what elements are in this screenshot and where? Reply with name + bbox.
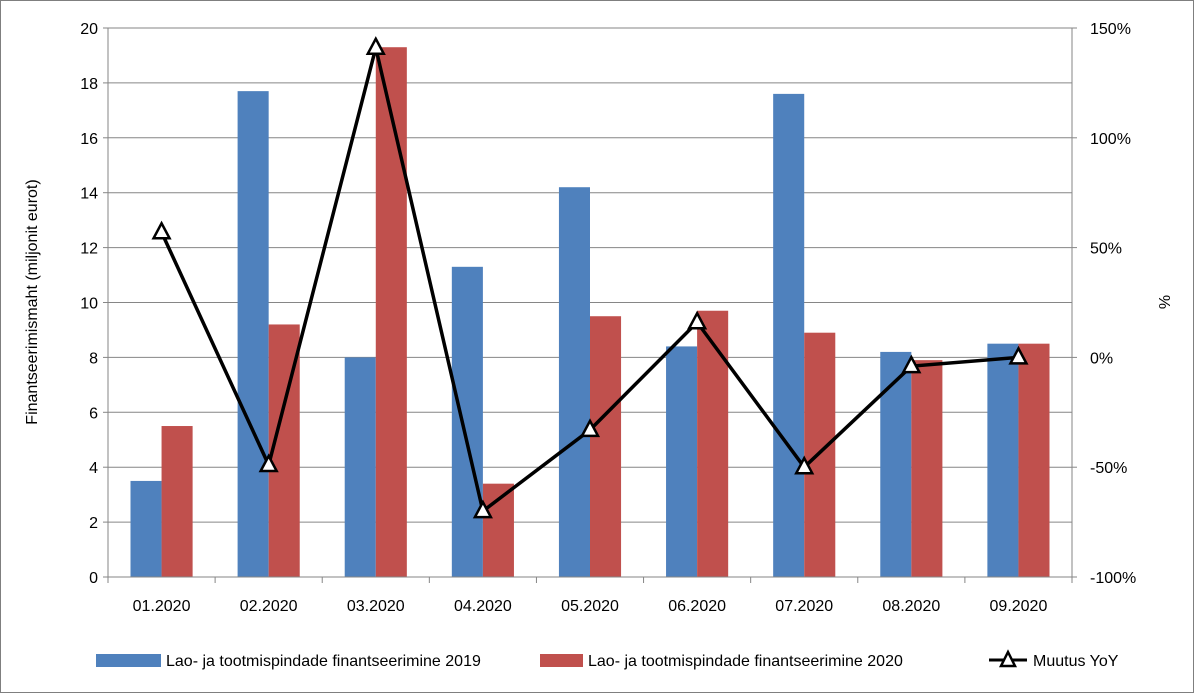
- x-tick-label: 09.2020: [990, 598, 1048, 615]
- bar-2020: [697, 310, 729, 577]
- y2-tick-label: 100%: [1090, 131, 1131, 148]
- legend-label-2019: Lao- ja tootmispindade finantseerimine 2…: [166, 653, 481, 670]
- y2-tick-label: 150%: [1090, 21, 1131, 38]
- y-tick-label: 20: [80, 21, 98, 38]
- bar-2019: [880, 351, 912, 577]
- y-tick-label: 8: [89, 350, 98, 367]
- legend-marker-yoy: [998, 649, 1018, 668]
- yoy-marker: [365, 36, 386, 56]
- tick-labels: 0 2 4 6 8 10 12 14 16 18 20 -100% -50% 0% 50% 100% 150% 0…: [80, 21, 1136, 615]
- bar-2019: [987, 343, 1019, 577]
- y-tick-label: 12: [80, 241, 98, 258]
- bar-2019: [451, 266, 483, 577]
- y2-axis-title: %: [1157, 295, 1174, 309]
- legend-swatch-2020: [540, 654, 583, 667]
- x-tick-label: 03.2020: [347, 598, 405, 615]
- y-tick-label: 2: [89, 515, 98, 532]
- x-tick-label: 04.2020: [454, 598, 512, 615]
- legend-label-yoy: Muutus YoY: [1033, 653, 1119, 670]
- y2-tick-label: 0%: [1090, 350, 1113, 367]
- legend: Lao- ja tootmispindade finantseerimine 2…: [96, 649, 1119, 670]
- yoy-marker: [794, 455, 815, 475]
- bar-2019: [666, 346, 698, 577]
- bar-2019: [558, 187, 590, 577]
- bar-2019: [344, 357, 376, 577]
- x-tick-label: 01.2020: [133, 598, 191, 615]
- bar-2020: [375, 47, 407, 577]
- axes: [103, 27, 1077, 583]
- x-tick-label: 07.2020: [775, 598, 833, 615]
- yoy-marker: [579, 418, 601, 438]
- x-tick-label: 05.2020: [561, 598, 619, 615]
- x-tick-label: 06.2020: [668, 598, 726, 615]
- y-tick-label: 16: [80, 131, 98, 148]
- bar-2020: [1018, 343, 1050, 577]
- y2-tick-label: -100%: [1090, 570, 1136, 587]
- yoy-marker: [687, 310, 708, 330]
- y-tick-label: 14: [80, 186, 98, 203]
- yoy-marker: [472, 499, 493, 519]
- bars: [130, 47, 1050, 577]
- bar-2019: [773, 93, 805, 577]
- y-tick-label: 18: [80, 76, 98, 93]
- y2-tick-label: 50%: [1090, 241, 1122, 258]
- bar-2020: [911, 360, 943, 577]
- yoy-marker: [151, 220, 172, 240]
- yoy-marker: [1008, 345, 1029, 365]
- yoy-line: [151, 36, 1029, 519]
- y-tick-label: 10: [80, 296, 98, 313]
- bar-2019: [237, 91, 269, 577]
- y-axis-title: Finantseerimismaht (miljonit eurot): [24, 179, 41, 424]
- bar-2020: [590, 316, 622, 577]
- y-tick-label: 4: [89, 460, 98, 477]
- y-tick-label: 6: [89, 405, 98, 422]
- bar-2019: [130, 480, 162, 577]
- y-tick-label: 0: [89, 570, 98, 587]
- yoy-marker: [258, 453, 279, 473]
- x-tick-label: 08.2020: [882, 598, 940, 615]
- legend-label-2020: Lao- ja tootmispindade finantseerimine 2…: [588, 653, 903, 670]
- legend-swatch-2019: [96, 654, 161, 667]
- y2-tick-label: -50%: [1090, 460, 1127, 477]
- yoy-marker: [901, 354, 922, 374]
- x-tick-label: 02.2020: [240, 598, 298, 615]
- bar-2020: [161, 426, 193, 577]
